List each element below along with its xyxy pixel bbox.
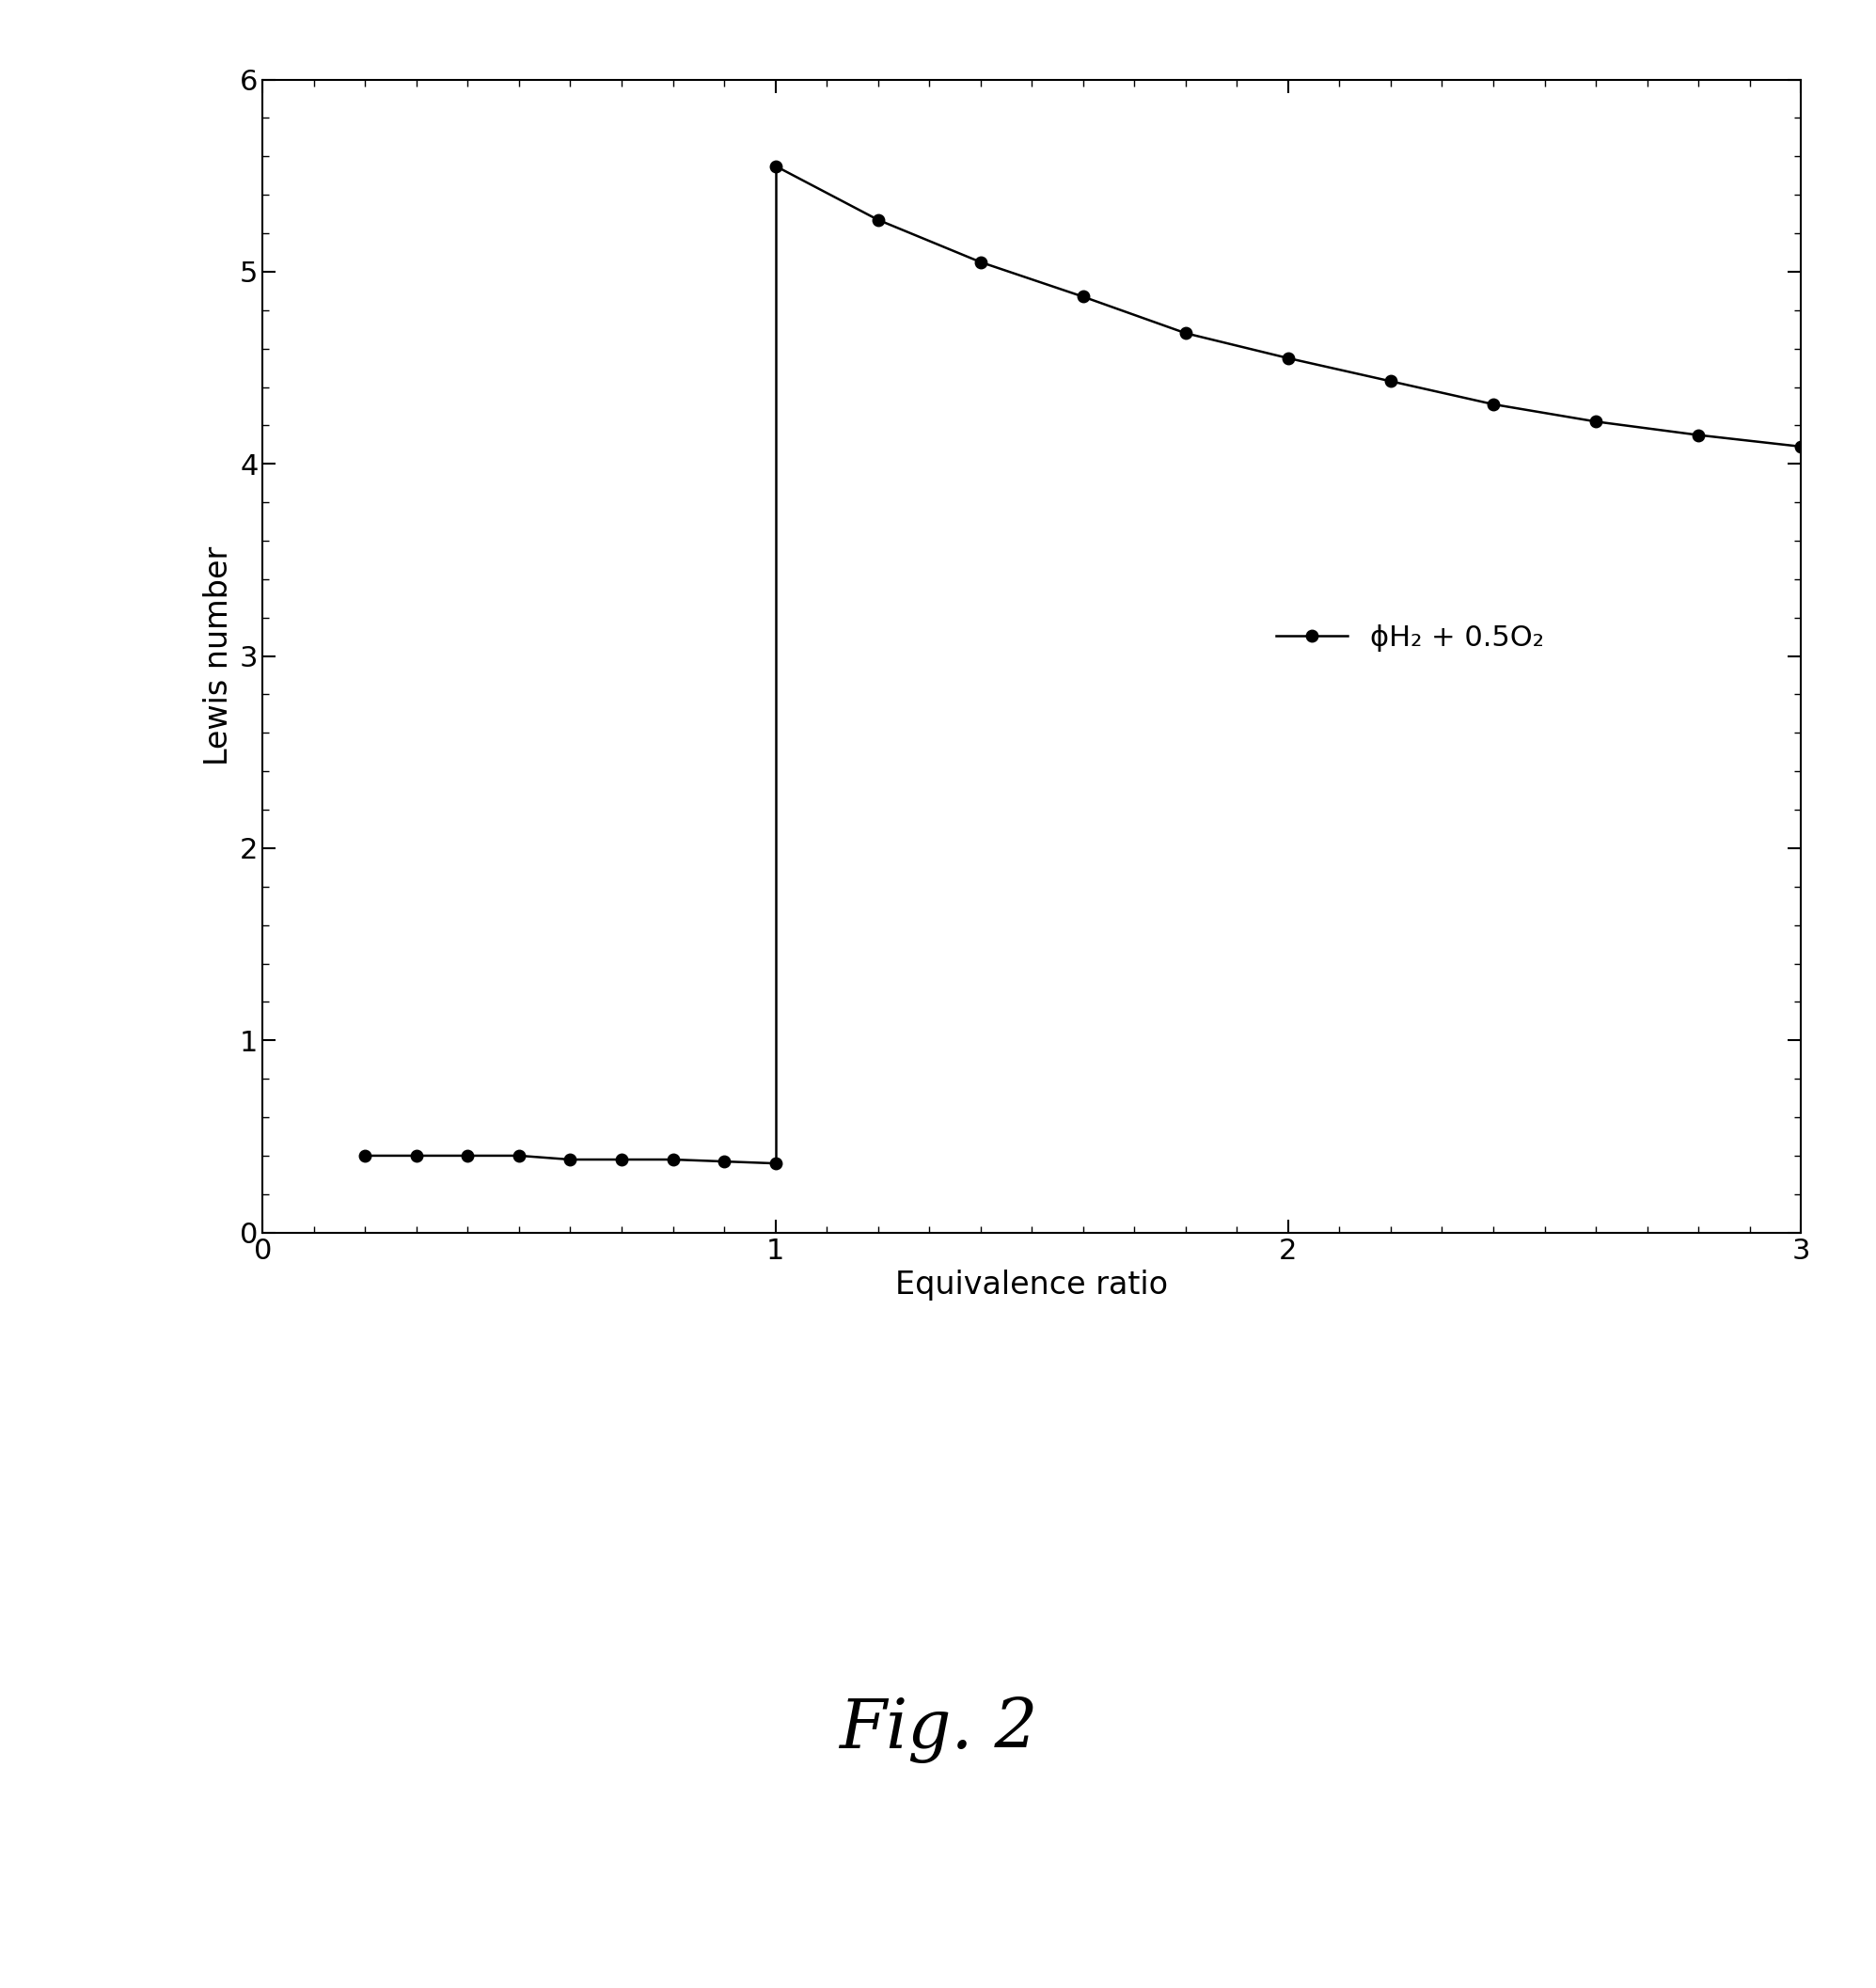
X-axis label: Equivalence ratio: Equivalence ratio — [895, 1270, 1169, 1300]
Legend: ϕH₂ + 0.5O₂: ϕH₂ + 0.5O₂ — [1264, 612, 1555, 664]
Y-axis label: Lewis number: Lewis number — [203, 547, 234, 765]
Text: Fig. 2: Fig. 2 — [839, 1696, 1037, 1763]
